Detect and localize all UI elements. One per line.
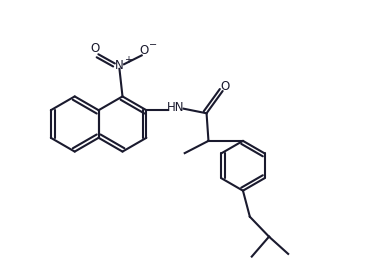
Text: O: O — [221, 80, 230, 93]
Text: +: + — [124, 55, 132, 65]
Text: HN: HN — [166, 101, 184, 114]
Text: −: − — [149, 40, 157, 50]
Text: N: N — [115, 59, 124, 72]
Text: O: O — [91, 42, 100, 55]
Text: O: O — [139, 44, 149, 57]
